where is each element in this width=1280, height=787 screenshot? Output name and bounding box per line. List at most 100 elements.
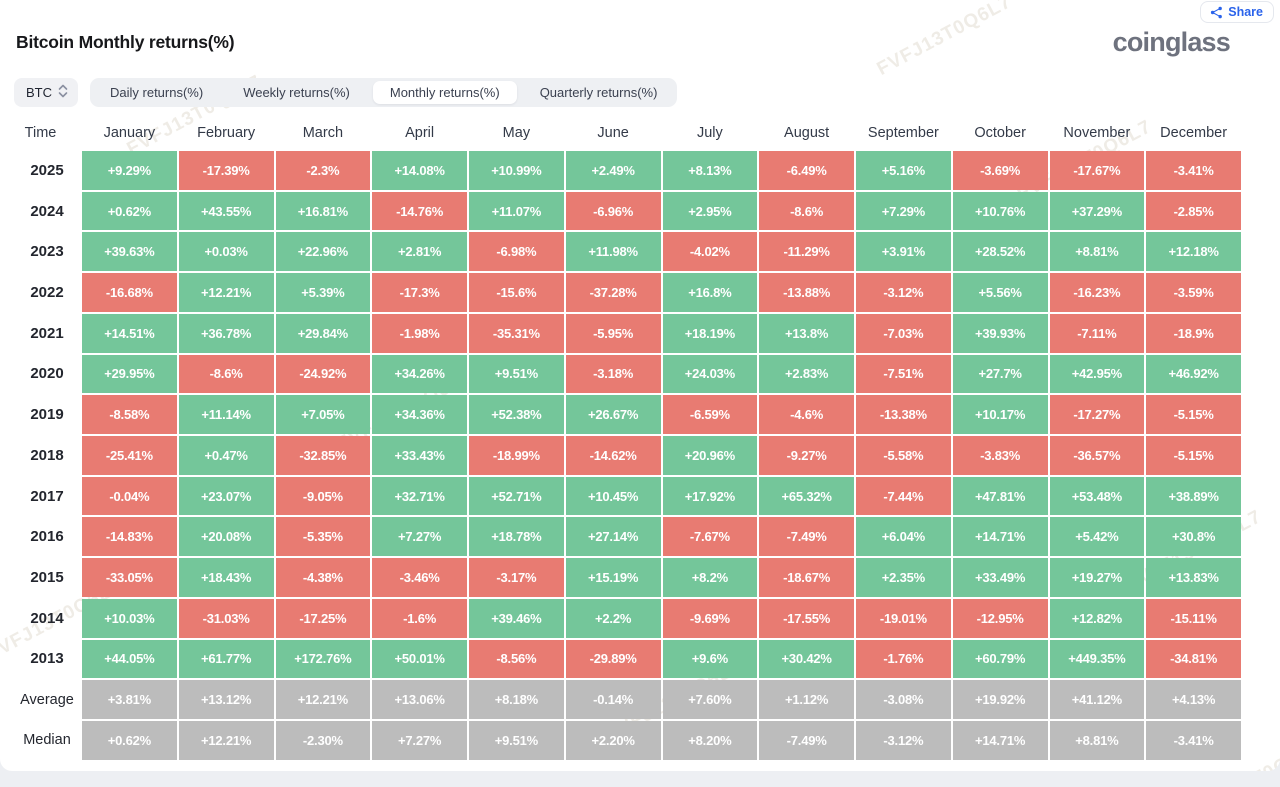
return-cell: +12.21% xyxy=(178,273,274,312)
row-label: 2014 xyxy=(30,609,64,627)
return-cell: -9.05% xyxy=(275,476,371,516)
tab-weekly[interactable]: Weekly returns(%) xyxy=(243,85,350,100)
return-cell: +8.20% xyxy=(662,721,758,760)
table-row-2020: 2020 +29.95% -8.6% -24.92% +34.26% +9.51% -3.1… xyxy=(0,354,1242,395)
table-row-average: Average +3.81% +13.12% +12.21% +13.06% +8.18%… xyxy=(0,679,1242,720)
return-cell: +52.71% xyxy=(469,476,564,516)
row-label: Median xyxy=(23,732,71,749)
tab-monthly[interactable]: Monthly returns(%) xyxy=(372,81,517,104)
tab-quarterly[interactable]: Quarterly returns(%) xyxy=(539,85,658,100)
return-cell: +44.05% xyxy=(82,639,177,679)
row-label: 2022 xyxy=(30,284,64,302)
return-cell: +10.45% xyxy=(565,476,661,516)
coinglass-logo: coinglass xyxy=(1112,27,1231,57)
return-cell: -8.6% xyxy=(178,354,274,394)
return-cell: +13.12% xyxy=(178,680,274,720)
return-cell: +10.76% xyxy=(952,191,1048,231)
return-cell: -7.44% xyxy=(856,476,951,516)
return-cell: +7.29% xyxy=(856,191,951,231)
return-cell: -4.38% xyxy=(275,558,371,597)
return-cell: -36.57% xyxy=(1049,436,1145,475)
column-header-time: Time xyxy=(24,125,57,141)
return-cell: +0.62% xyxy=(82,191,177,231)
symbol-label: BTC xyxy=(26,85,52,100)
return-cell: +23.07% xyxy=(178,476,274,516)
return-cell: -6.96% xyxy=(565,191,661,231)
return-cell: +61.77% xyxy=(178,639,274,679)
row-label: 2021 xyxy=(30,324,64,342)
return-cell: +60.79% xyxy=(952,639,1048,679)
return-cell: -3.83% xyxy=(952,436,1048,475)
table-row-2013: 2013 +44.05% +61.77% +172.76% +50.01% -8.56% -… xyxy=(0,639,1242,680)
return-cell: -16.68% xyxy=(82,273,177,312)
return-cell: +65.32% xyxy=(759,476,854,516)
return-cell: +50.01% xyxy=(372,639,467,679)
return-cell: -3.08% xyxy=(856,680,951,720)
table-row-2015: 2015 -33.05% +18.43% -4.38% -3.46% -3.17% +15.… xyxy=(0,557,1242,598)
return-cell: +0.62% xyxy=(82,721,177,760)
return-cell: +38.89% xyxy=(1146,476,1241,516)
return-cell: +39.93% xyxy=(952,313,1048,353)
page-title: Bitcoin Monthly returns(%) xyxy=(16,32,235,52)
updown-chevron-icon xyxy=(58,84,68,101)
share-button[interactable]: Share xyxy=(1200,1,1274,23)
return-cell: -13.38% xyxy=(856,395,951,435)
return-cell: -16.23% xyxy=(1049,273,1145,312)
return-cell: +13.06% xyxy=(372,680,467,720)
return-cell: -3.12% xyxy=(856,721,951,760)
return-cell: -12.95% xyxy=(952,598,1048,638)
return-cell: +8.81% xyxy=(1049,721,1145,760)
return-cell: +43.55% xyxy=(178,191,274,231)
returns-card: FVFJ13T0Q6L7FVFJ13T0Q6L7FVFJ13T0Q6L7FVFJ… xyxy=(0,0,1280,771)
return-cell: +6.04% xyxy=(856,517,951,557)
return-cell: +9.29% xyxy=(82,151,177,190)
return-cell: +1.12% xyxy=(759,680,854,720)
return-cell: -5.15% xyxy=(1146,395,1241,435)
row-label: 2018 xyxy=(30,446,64,464)
return-cell: +10.99% xyxy=(469,151,564,190)
column-header-february: February xyxy=(197,125,256,141)
return-cell: +2.81% xyxy=(372,232,467,272)
column-header-may: May xyxy=(502,125,531,141)
return-cell: +9.51% xyxy=(469,354,564,394)
return-cell: -8.58% xyxy=(82,395,177,435)
return-cell: +28.52% xyxy=(952,232,1048,272)
return-cell: -3.46% xyxy=(372,558,467,597)
return-cell: +8.18% xyxy=(469,680,564,720)
return-cell: -2.3% xyxy=(275,151,371,190)
return-cell: +2.35% xyxy=(856,558,951,597)
return-cell: +5.56% xyxy=(952,273,1048,312)
return-cell: +17.92% xyxy=(662,476,758,516)
return-cell: +2.20% xyxy=(565,721,661,760)
return-cell: +33.49% xyxy=(952,558,1048,597)
return-cell: +29.84% xyxy=(275,313,371,353)
return-cell: -6.49% xyxy=(759,151,854,190)
return-cell: -3.69% xyxy=(952,151,1048,190)
return-cell: +15.19% xyxy=(565,558,661,597)
row-label: 2020 xyxy=(30,365,64,383)
return-cell: +30.42% xyxy=(759,639,854,679)
share-icon xyxy=(1210,6,1223,19)
return-cell: -34.81% xyxy=(1146,639,1241,679)
symbol-selector[interactable]: BTC xyxy=(14,78,78,107)
return-cell: -17.55% xyxy=(759,598,854,638)
return-cell: -17.25% xyxy=(275,598,371,638)
return-cell: +0.03% xyxy=(178,232,274,272)
column-header-april: April xyxy=(405,125,435,141)
return-cell: -7.67% xyxy=(662,517,758,557)
return-cell: +2.83% xyxy=(759,354,854,394)
return-cell: +29.95% xyxy=(82,354,177,394)
tab-daily[interactable]: Daily returns(%) xyxy=(110,85,204,100)
return-cell: -25.41% xyxy=(82,436,177,475)
return-cell: +4.13% xyxy=(1146,680,1241,720)
row-label: Average xyxy=(20,691,74,708)
return-cell: -6.59% xyxy=(662,395,758,435)
return-cell: +14.08% xyxy=(372,151,467,190)
table-row-2016: 2016 -14.83% +20.08% -5.35% +7.27% +18.78% +27… xyxy=(0,516,1242,557)
return-cell: +18.78% xyxy=(469,517,564,557)
return-cell: +2.2% xyxy=(565,598,661,638)
return-cell: +20.08% xyxy=(178,517,274,557)
column-header-march: March xyxy=(302,125,344,141)
return-cell: +7.27% xyxy=(372,721,467,760)
row-label: 2013 xyxy=(30,650,64,668)
